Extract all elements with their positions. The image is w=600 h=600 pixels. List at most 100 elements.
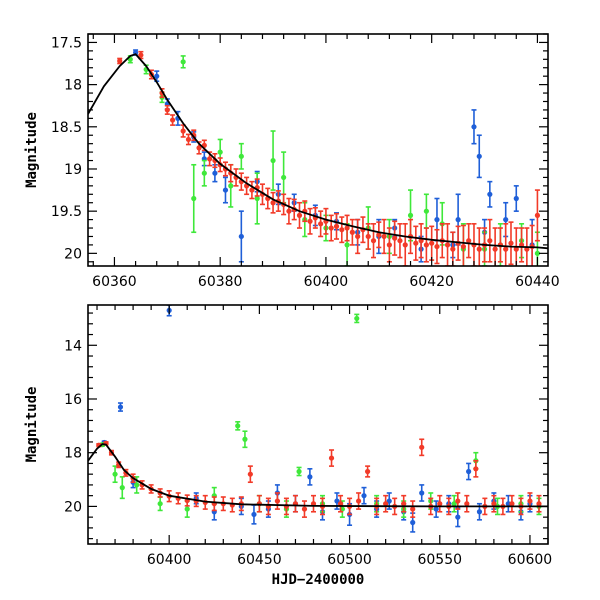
- marker: [249, 187, 255, 193]
- marker: [464, 501, 470, 507]
- data-point-blue: [476, 134, 482, 179]
- x-tick-label: 60420: [409, 274, 454, 290]
- data-point-green: [270, 130, 276, 191]
- y-tick-label: 20: [64, 246, 82, 262]
- data-point-red: [274, 492, 281, 510]
- data-point-blue: [471, 109, 477, 145]
- data-point-red: [534, 189, 541, 242]
- data-point-red: [265, 187, 271, 210]
- x-tick-label: 60440: [515, 274, 560, 290]
- data-point-blue: [466, 462, 472, 481]
- data-point-red: [333, 212, 340, 240]
- data-point-red: [169, 114, 176, 126]
- marker: [301, 506, 308, 512]
- data-point-red: [437, 494, 443, 513]
- data-point-green: [296, 466, 302, 477]
- marker: [419, 444, 425, 450]
- marker: [286, 208, 292, 214]
- x-tick-label: 60380: [198, 274, 243, 290]
- y-tick-label: 17.5: [51, 35, 82, 51]
- data-point-blue: [513, 185, 519, 212]
- data-point-red: [180, 124, 186, 138]
- data-point-red: [397, 223, 403, 259]
- data-point-red: [286, 197, 292, 225]
- data-point-green: [235, 421, 241, 431]
- y-tick-label: 18: [64, 446, 82, 462]
- marker: [270, 157, 276, 164]
- marker: [281, 174, 287, 181]
- marker: [191, 195, 197, 202]
- marker: [423, 208, 429, 214]
- marker: [437, 501, 443, 507]
- data-point-red: [296, 201, 303, 229]
- marker: [119, 485, 125, 491]
- series-red: [96, 438, 542, 518]
- data-point-red: [392, 220, 398, 256]
- x-tick-label: 60400: [304, 274, 349, 290]
- marker: [513, 246, 519, 252]
- marker: [337, 501, 344, 507]
- y-axis-label: Magnitude: [24, 112, 40, 188]
- data-point-red: [344, 214, 350, 242]
- marker: [238, 153, 244, 159]
- data-point-red: [328, 449, 335, 467]
- data-point-red: [292, 494, 299, 513]
- marker: [407, 212, 414, 218]
- marker: [318, 221, 324, 227]
- marker: [471, 124, 477, 130]
- data-point-red: [256, 494, 262, 513]
- marker: [235, 423, 241, 429]
- data-point-red: [355, 218, 361, 255]
- data-point-blue: [222, 176, 229, 204]
- plot-frame: [87, 33, 549, 267]
- marker: [386, 498, 392, 504]
- data-point-red: [307, 207, 313, 235]
- marker: [434, 243, 440, 250]
- x-tick-label: 60400: [147, 552, 192, 568]
- data-point-blue: [419, 484, 425, 502]
- marker: [466, 238, 472, 244]
- y-axis-label: Magnitude: [24, 387, 40, 463]
- marker: [503, 217, 509, 223]
- marker: [429, 240, 435, 246]
- data-point-red: [509, 494, 515, 513]
- bottom-panel: 60400 60450 60500 60550 60600 14 16 18 20 Magnitu…: [24, 304, 552, 588]
- data-point-red: [339, 216, 345, 244]
- data-point-red: [244, 176, 250, 196]
- data-point-red: [401, 494, 407, 513]
- data-point-red: [370, 223, 377, 259]
- data-point-red: [402, 223, 408, 266]
- marker: [410, 506, 416, 512]
- marker: [397, 238, 403, 244]
- marker: [508, 240, 514, 246]
- marker: [333, 223, 340, 229]
- marker: [386, 242, 392, 248]
- data-point-red: [503, 223, 509, 266]
- marker: [296, 212, 303, 218]
- data-point-red: [318, 210, 324, 238]
- plot-area: [88, 49, 548, 266]
- x-tick-label: 60550: [417, 552, 462, 568]
- data-point-green: [180, 55, 186, 69]
- marker: [419, 490, 425, 496]
- marker: [423, 242, 429, 248]
- marker: [455, 217, 461, 223]
- marker: [154, 73, 160, 79]
- marker: [361, 493, 367, 499]
- marker: [355, 233, 361, 240]
- marker: [476, 246, 482, 252]
- data-point-red: [419, 438, 425, 457]
- top-panel: 60360 60380 60400 60420 60440 17.5 18 18.5 19 19.…: [24, 33, 560, 290]
- data-point-red: [524, 227, 530, 266]
- model-curve: [88, 443, 548, 508]
- marker: [117, 58, 123, 64]
- marker: [376, 232, 382, 238]
- data-point-blue: [238, 210, 244, 263]
- y-tick-label: 19.5: [51, 204, 82, 220]
- data-point-red: [270, 191, 276, 214]
- model-curve: [88, 53, 548, 250]
- data-point-green: [157, 496, 163, 512]
- marker: [402, 242, 408, 248]
- marker: [410, 519, 416, 526]
